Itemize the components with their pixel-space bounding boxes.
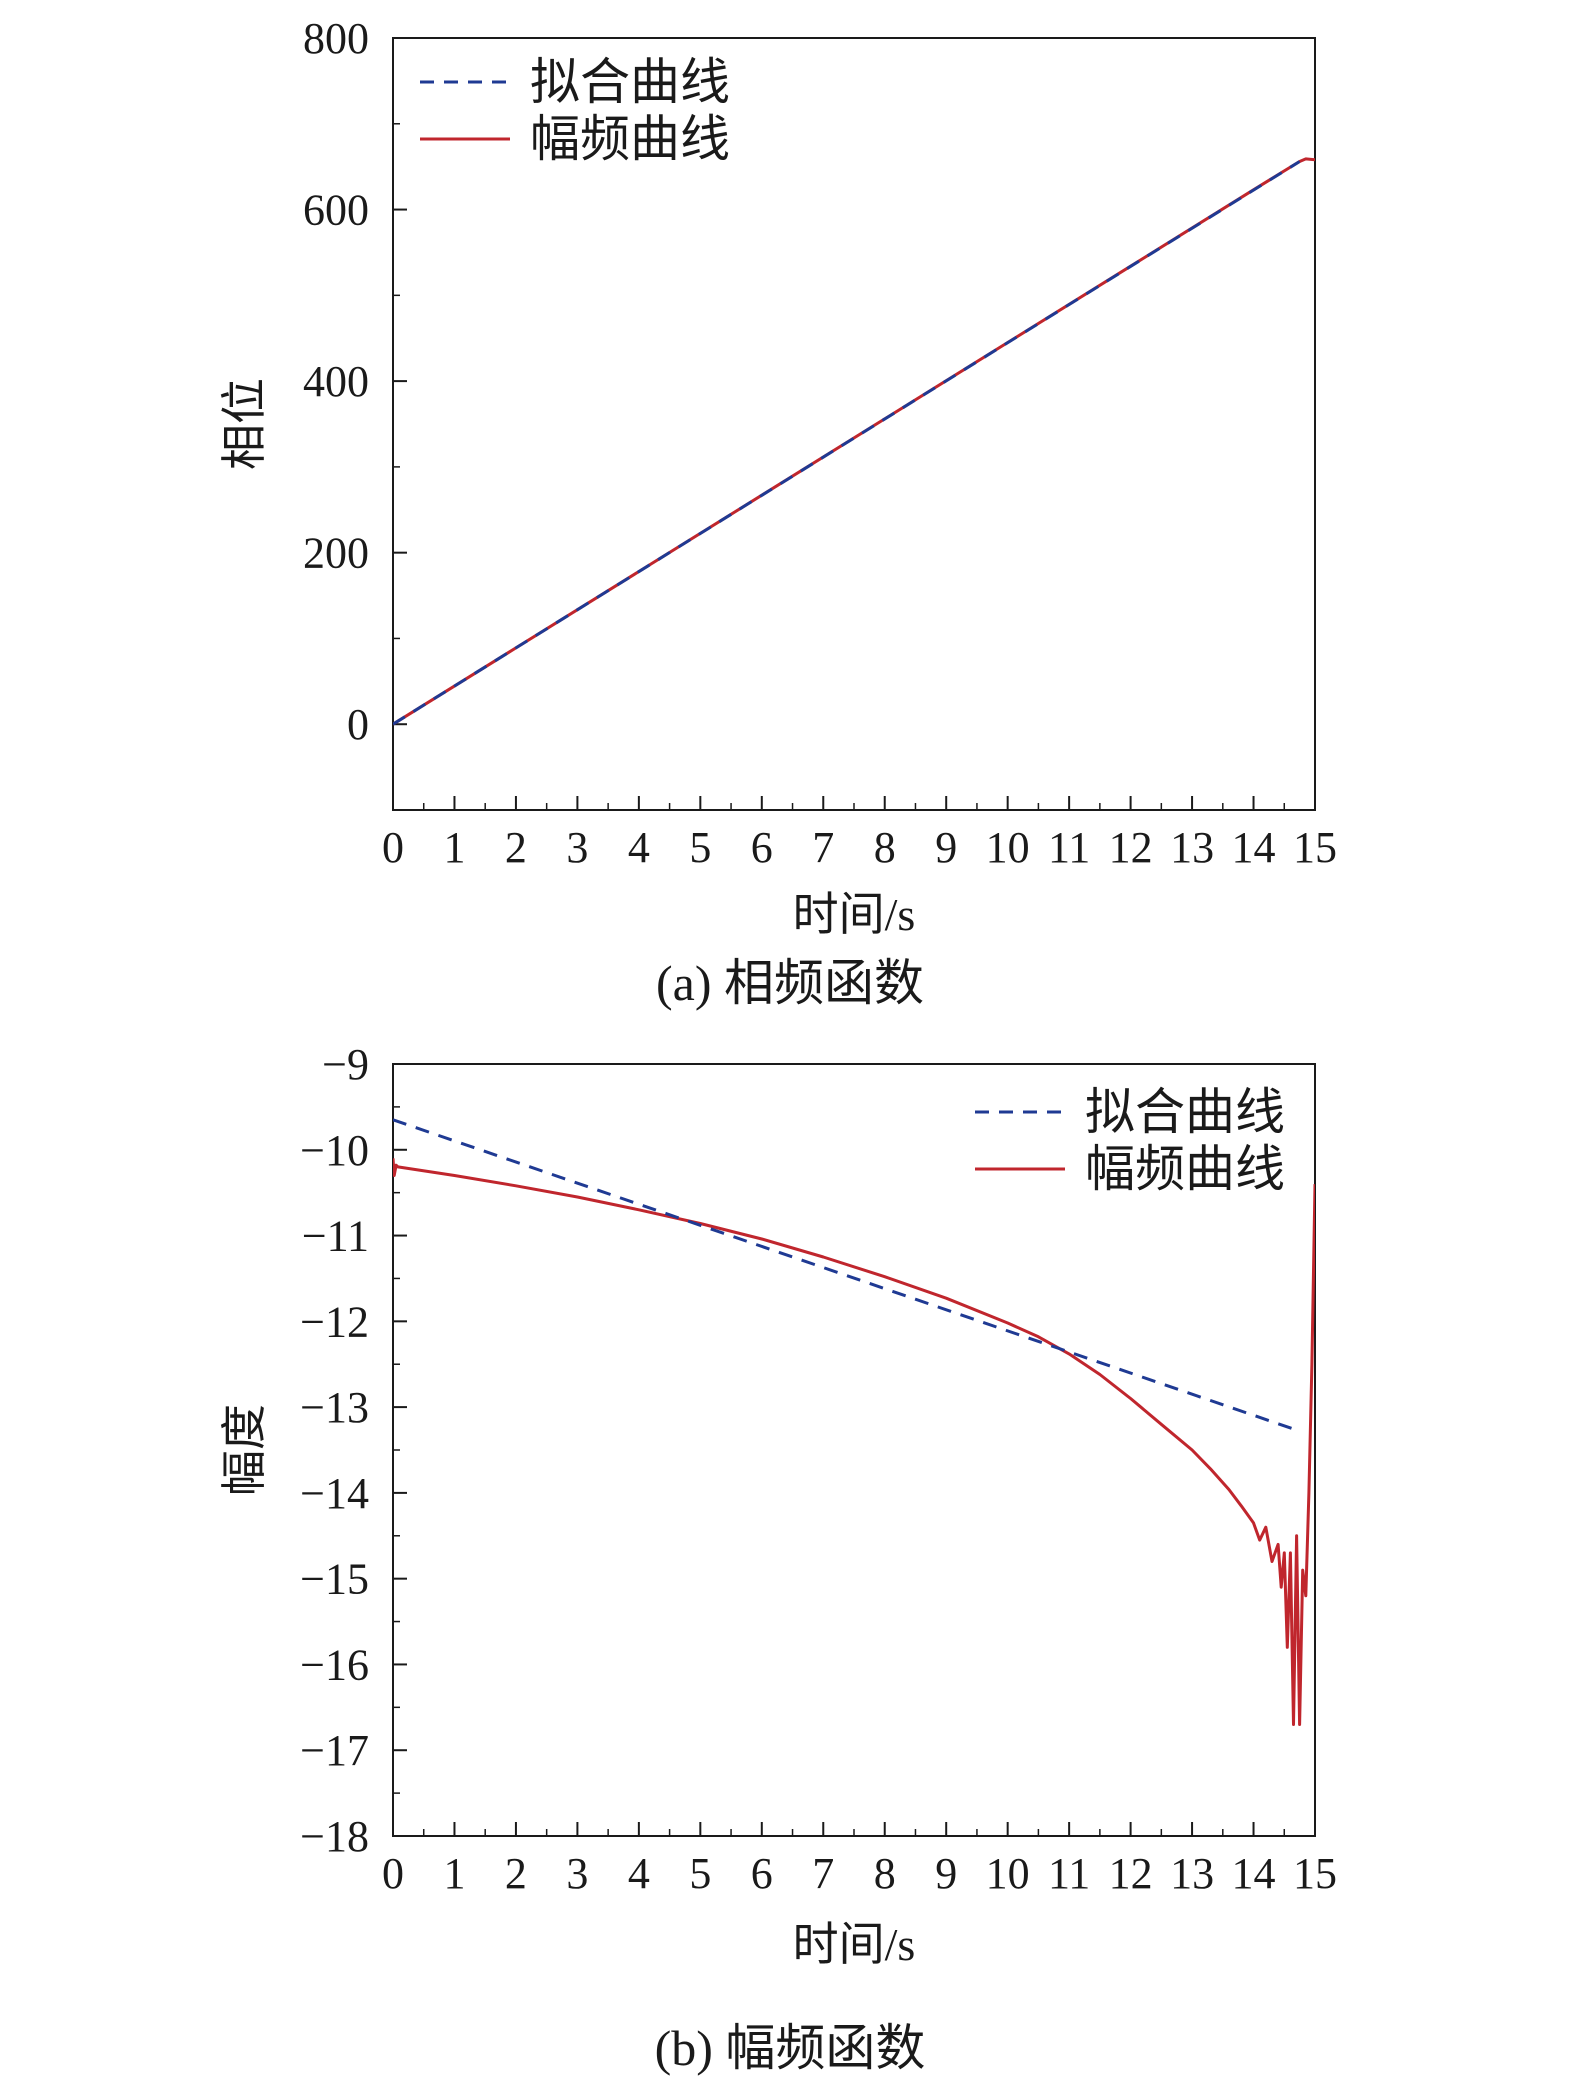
y-tick-label: 800 [303, 14, 369, 63]
x-tick-label: 4 [628, 1849, 650, 1898]
x-tick-label: 1 [443, 1849, 465, 1898]
y-tick-label: 200 [303, 529, 369, 578]
y-tick-label: −9 [322, 1040, 369, 1089]
magnitude-series-line [393, 157, 1315, 726]
x-tick-label: 14 [1232, 823, 1276, 872]
y-tick-label: −18 [300, 1812, 369, 1861]
y-tick-label: −15 [300, 1555, 369, 1604]
x-tick-label: 9 [935, 823, 957, 872]
fit-series-line [393, 160, 1301, 726]
x-tick-label: 7 [812, 823, 834, 872]
x-tick-label: 8 [874, 823, 896, 872]
y-tick-label: 600 [303, 186, 369, 235]
y-tick-label: 400 [303, 357, 369, 406]
x-tick-label: 12 [1109, 1849, 1153, 1898]
magnitude-chart-panel: 0 1 2 3 4 5 6 7 8 9 10 11 12 13 14 15−9−10−11−12−13−14−… [219, 1040, 1337, 2076]
x-tick-label: 2 [505, 1849, 527, 1898]
x-tick-label: 5 [689, 1849, 711, 1898]
y-tick-label: −12 [300, 1297, 369, 1346]
x-tick-label: 13 [1170, 1849, 1214, 1898]
y-tick-label: −14 [300, 1469, 369, 1518]
figure-caption: (a) 相频函数 [656, 955, 924, 1011]
x-tick-label: 7 [812, 1849, 834, 1898]
x-tick-label: 0 [382, 823, 404, 872]
x-tick-label: 15 [1293, 1849, 1337, 1898]
legend-label: 幅频曲线 [1085, 1141, 1285, 1197]
y-tick-label: −11 [302, 1212, 369, 1261]
x-tick-label: 14 [1232, 1849, 1276, 1898]
y-tick-label: −10 [300, 1126, 369, 1175]
x-axis-title: 时间/s [793, 1919, 916, 1970]
y-tick-label: −13 [300, 1383, 369, 1432]
x-tick-label: 15 [1293, 823, 1337, 872]
x-tick-label: 11 [1048, 823, 1090, 872]
x-tick-label: 12 [1109, 823, 1153, 872]
y-tick-label: −16 [300, 1640, 369, 1689]
phase-chart-panel: 0 1 2 3 4 5 6 7 8 9 10 11 12 13 14 150200400600800时间/s相… [219, 14, 1337, 1011]
x-tick-label: 10 [986, 823, 1030, 872]
x-tick-label: 9 [935, 1849, 957, 1898]
y-tick-label: 0 [347, 700, 369, 749]
x-tick-label: 6 [751, 823, 773, 872]
y-axis-title: 相位 [219, 378, 270, 470]
y-tick-label: −17 [300, 1726, 369, 1775]
x-tick-label: 3 [566, 823, 588, 872]
x-tick-label: 2 [505, 823, 527, 872]
x-tick-label: 11 [1048, 1849, 1090, 1898]
x-tick-label: 8 [874, 1849, 896, 1898]
legend-label: 拟合曲线 [530, 54, 730, 110]
x-tick-label: 3 [566, 1849, 588, 1898]
x-tick-label: 10 [986, 1849, 1030, 1898]
x-tick-label: 0 [382, 1849, 404, 1898]
figure-caption: (b) 幅频函数 [655, 2020, 926, 2076]
x-axis-title: 时间/s [793, 889, 916, 940]
x-tick-label: 5 [689, 823, 711, 872]
fit-series-line [393, 1118, 1301, 1433]
legend-label: 幅频曲线 [530, 111, 730, 167]
x-tick-label: 1 [443, 823, 465, 872]
x-tick-label: 13 [1170, 823, 1214, 872]
legend-label: 拟合曲线 [1085, 1084, 1285, 1140]
magnitude-series-line [393, 1158, 1315, 1726]
x-tick-label: 6 [751, 1849, 773, 1898]
y-axis-title: 幅度 [219, 1404, 270, 1496]
x-tick-label: 4 [628, 823, 650, 872]
